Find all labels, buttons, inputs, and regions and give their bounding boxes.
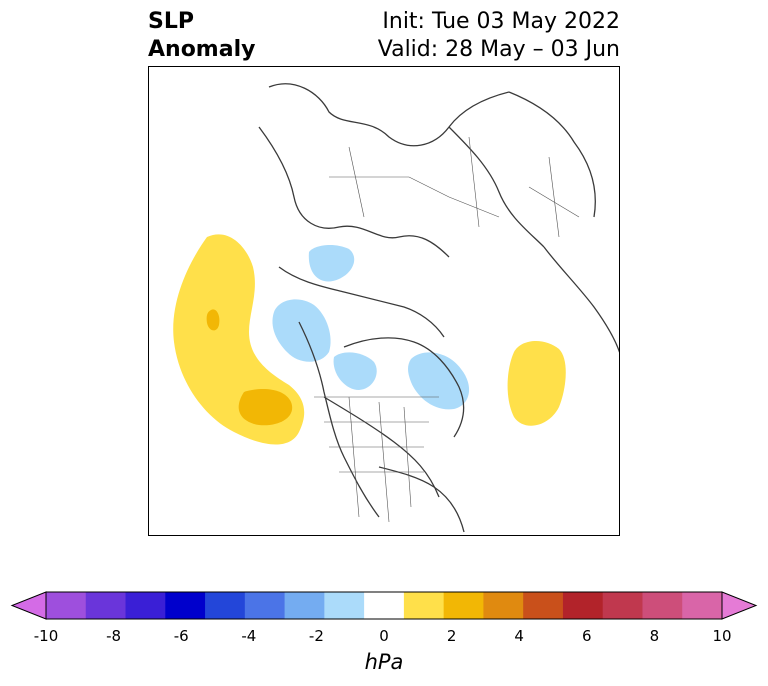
political-borders [314, 136, 580, 523]
colorbar-tick-label: 6 [582, 627, 592, 645]
colorbar-tick-label: 8 [649, 627, 660, 645]
east-siberia-negative-anomaly [308, 245, 355, 282]
colorbar-segment [483, 592, 524, 619]
colorbar-extend-min [10, 591, 47, 620]
colorbar-segment [165, 592, 206, 619]
colorbar-segment [642, 592, 683, 619]
labrador-negative-anomaly [408, 352, 470, 410]
northeast-pacific-small-core [206, 309, 220, 331]
colorbar-tick-label: -10 [33, 627, 59, 645]
colorbar-tick-label: -6 [173, 627, 189, 645]
colorbar-tick-label: -4 [241, 627, 257, 645]
colorbar-segment [244, 592, 286, 619]
north-atlantic-positive-anomaly [507, 341, 566, 426]
colorbar-segment [602, 592, 643, 619]
colorbar-tick-label: 10 [712, 627, 732, 645]
colorbar-tick-label: 0 [379, 627, 389, 645]
colorbar-segment [85, 592, 127, 619]
colorbar [10, 591, 758, 620]
colorbar-segment [205, 592, 246, 619]
map-panel [148, 66, 620, 536]
colorbar-tick-label: 4 [514, 627, 524, 645]
colorbar-tick-label: -8 [106, 627, 122, 645]
alaska-negative-anomaly [272, 299, 331, 362]
init-date: Init: Tue 03 May 2022 [382, 9, 620, 34]
colorbar-outline [45, 591, 723, 620]
colorbar-segment [523, 592, 564, 619]
colorbar-segment [284, 592, 325, 619]
title-type: Anomaly [148, 37, 256, 62]
valid-range: Valid: 28 May – 03 Jun [377, 37, 620, 62]
title-left: SLP Anomaly [148, 8, 255, 64]
title-variable: SLP [148, 9, 194, 34]
coastlines [258, 83, 619, 533]
map-svg [173, 83, 619, 533]
colorbar-unit: hPa [364, 650, 404, 674]
colorbar-tick-label: -2 [308, 627, 324, 645]
colorbar-segments [10, 591, 758, 620]
colorbar-tick-label: 2 [446, 627, 457, 645]
colorbar-segment [403, 592, 445, 619]
colorbar-segment [324, 592, 365, 619]
colorbar-segment [682, 592, 723, 619]
colorbar-segment [46, 592, 87, 619]
colorbar-segment [364, 592, 405, 619]
colorbar-segment [125, 592, 166, 619]
colorbar-segment [562, 592, 604, 619]
colorbar-segment [443, 592, 484, 619]
hudson-bay-negative-anomaly [333, 352, 377, 390]
northeast-pacific-positive-core [238, 389, 293, 426]
colorbar-extend-max [721, 591, 758, 620]
title-right: Init: Tue 03 May 2022 Valid: 28 May – 03… [378, 8, 620, 64]
